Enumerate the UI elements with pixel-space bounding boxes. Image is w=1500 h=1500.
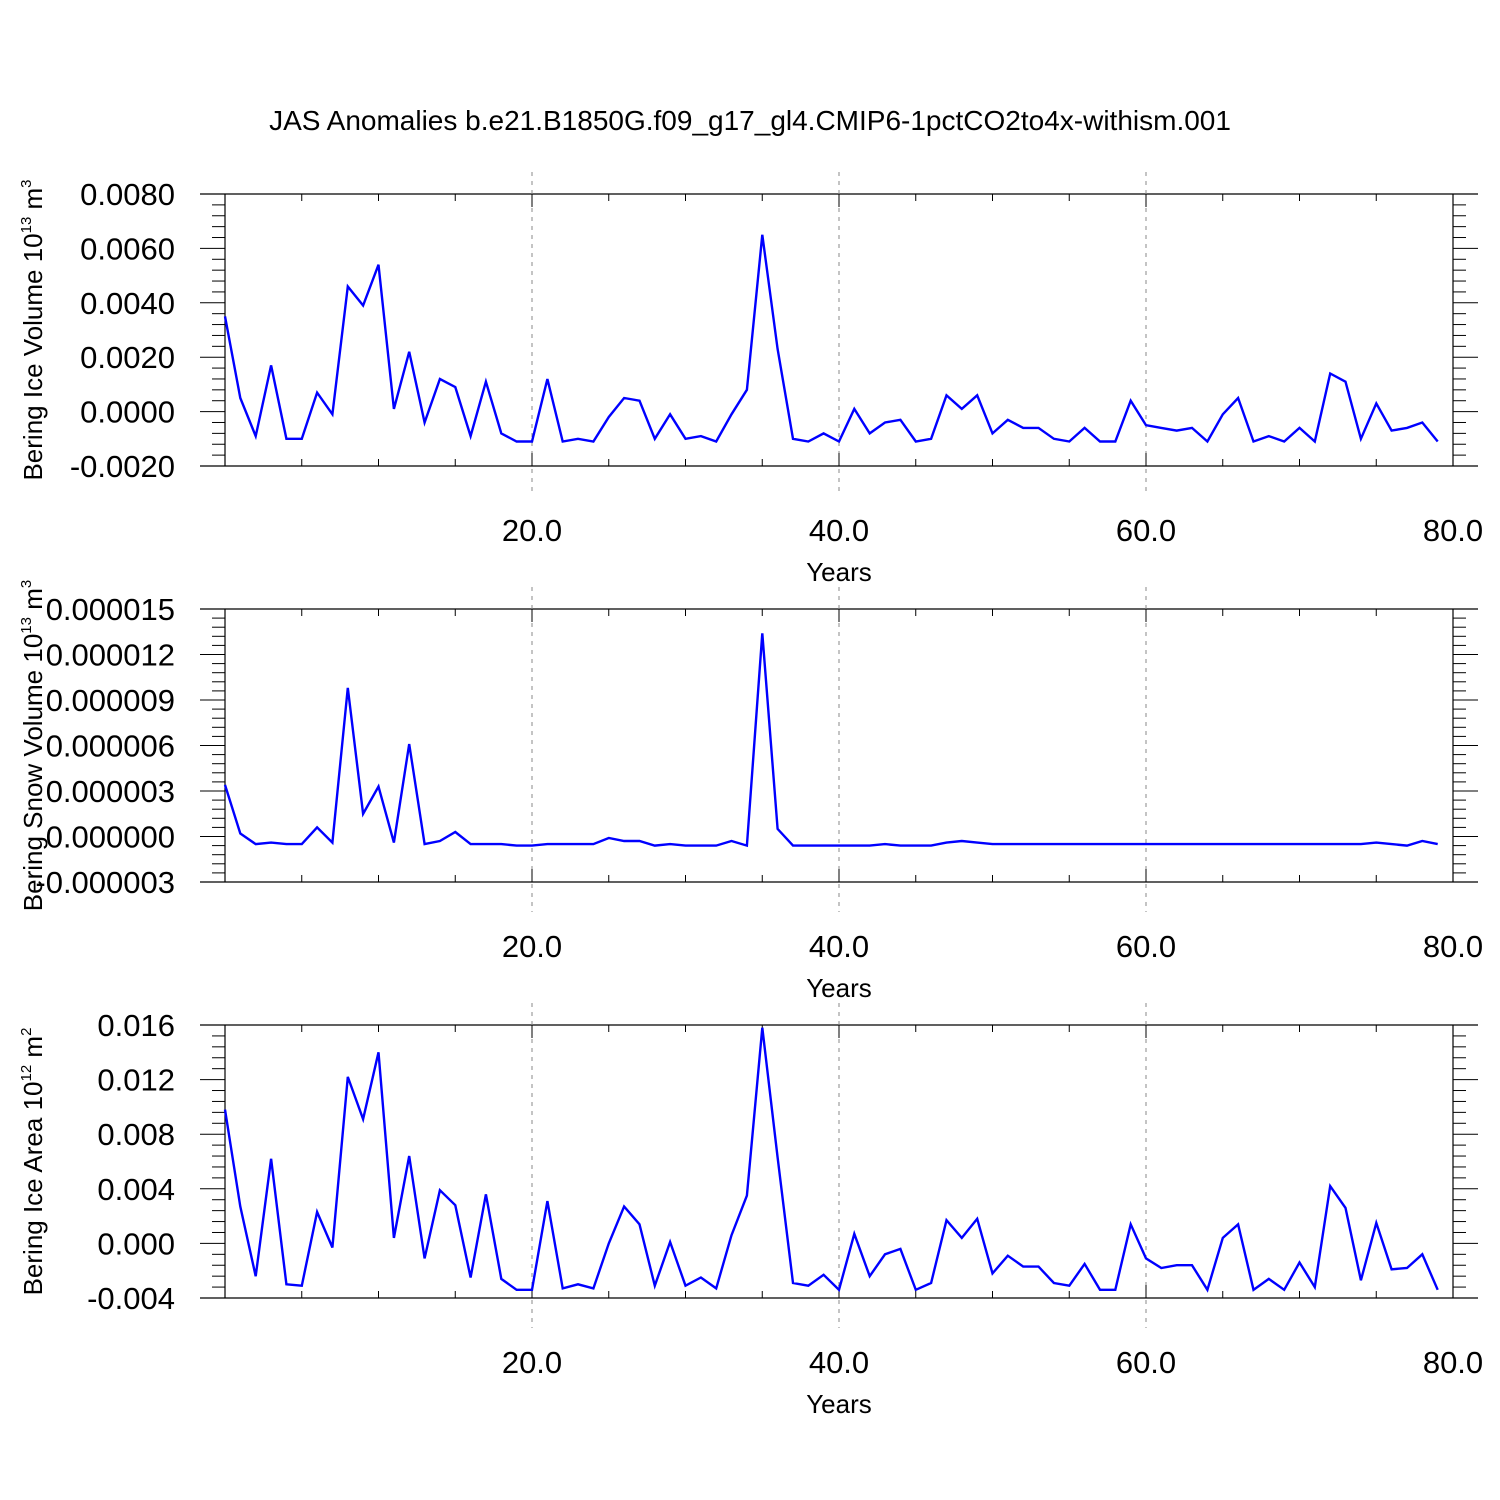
y-tick-label: 0.0080 — [80, 177, 175, 212]
x-tick-label: 80.0 — [1423, 1345, 1483, 1380]
series-line-1 — [223, 633, 1438, 848]
x-axis-label: Years — [806, 973, 872, 1003]
y-tick-label: 0.008 — [97, 1117, 175, 1152]
chart-panel-3: 20.0 40.0 60.0 80.0 Years -0.004 0.000 0.004 0.0… — [18, 1003, 1483, 1419]
x-tick-label: 20.0 — [502, 1345, 562, 1380]
x-tick-label: 60.0 — [1116, 1345, 1176, 1380]
y-axis-label: Bering Ice Volume 1013 m3 — [18, 179, 48, 480]
y-tick-label: 0.000000 — [46, 820, 175, 855]
y-tick-label: -0.000003 — [35, 865, 175, 900]
y-tick-label: -0.0020 — [70, 449, 175, 484]
x-tick-label: 40.0 — [809, 929, 869, 964]
x-tick-label: 60.0 — [1116, 513, 1176, 548]
y-tick-label: 0.0040 — [80, 286, 175, 321]
y-tick-label: 0.000015 — [46, 592, 175, 627]
chart-panel-1: 20.0 40.0 60.0 80.0 Years -0.0020 0.0000 0.0020… — [18, 172, 1483, 587]
x-tick-label: 20.0 — [502, 929, 562, 964]
chart-panel-2: 20.0 40.0 60.0 80.0 Years -0.000003 0.000000 0.… — [18, 580, 1483, 1003]
x-tick-label: 20.0 — [502, 513, 562, 548]
series-line-1 — [223, 234, 1439, 444]
y-tick-label: 0.000009 — [46, 683, 175, 718]
x-tick-label: 80.0 — [1423, 513, 1483, 548]
x-axis-label: Years — [806, 1389, 872, 1419]
x-tick-label: 40.0 — [809, 1345, 869, 1380]
y-tick-label: 0.000003 — [46, 774, 175, 809]
series-line-1 — [223, 1027, 1439, 1293]
x-tick-label: 80.0 — [1423, 929, 1483, 964]
y-tick-label: 0.0060 — [80, 231, 175, 266]
y-tick-label: 0.0000 — [80, 395, 175, 430]
y-tick-label: 0.012 — [97, 1063, 175, 1098]
chart-title: JAS Anomalies b.e21.B1850G.f09_g17_gl4.C… — [269, 105, 1231, 136]
x-tick-label: 60.0 — [1116, 929, 1176, 964]
y-tick-label: 0.004 — [97, 1172, 175, 1207]
y-tick-label: 0.0020 — [80, 340, 175, 375]
y-tick-label: 0.000012 — [46, 638, 175, 673]
x-tick-label: 40.0 — [809, 513, 869, 548]
y-tick-label: 0.016 — [97, 1008, 175, 1043]
y-tick-label: 0.000006 — [46, 729, 175, 764]
x-axis-label: Years — [806, 557, 872, 587]
y-axis-label: Bering Snow Volume 1013 m3 — [18, 580, 48, 911]
y-tick-label: 0.000 — [97, 1226, 175, 1261]
y-tick-label: -0.004 — [87, 1281, 175, 1316]
y-axis-label: Bering Ice Area 1012 m2 — [18, 1028, 48, 1296]
